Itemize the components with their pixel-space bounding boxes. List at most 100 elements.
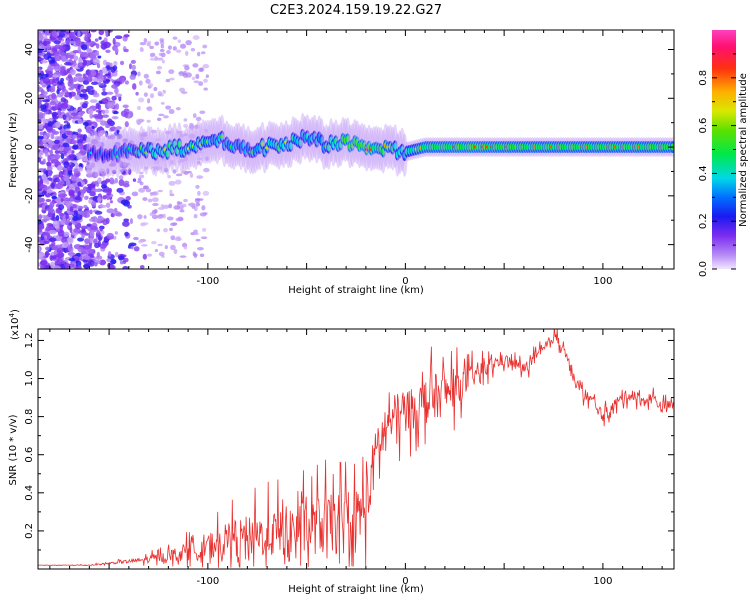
heatmap-noise-cell: [76, 153, 82, 160]
spectrogram-axes: -100 0 100 -40 -20 0 20 40: [24, 30, 674, 287]
heatmap-noise-cell: [58, 147, 64, 152]
snr-y-tick-label: 0.6: [24, 447, 35, 463]
heatmap-noise-cell: [75, 213, 83, 221]
heatmap-noise-cell: [40, 197, 45, 203]
heatmap-noise-cell: [43, 143, 48, 148]
heatmap-noise-cell: [168, 203, 173, 209]
heatmap-noise-cell: [74, 195, 82, 201]
heatmap-noise-cell: [91, 81, 99, 86]
heatmap-noise-cell: [157, 243, 163, 247]
heatmap-noise-cell: [178, 71, 184, 75]
heatmap-noise-cell: [90, 70, 97, 77]
heatmap-noise-cell: [95, 188, 102, 193]
snr-y-axis-label: SNR (10 * v/v): [8, 414, 19, 485]
heatmap-noise-cell: [195, 73, 200, 80]
colorbar-tick-label: 0.6: [698, 118, 709, 134]
heatmap-noise-cell: [154, 41, 160, 46]
heatmap-noise-cell: [132, 178, 137, 182]
heatmap-noise-cell: [49, 60, 54, 64]
heatmap-noise-cell: [129, 74, 136, 80]
heatmap-noise-cell: [39, 131, 44, 136]
heatmap-noise-cell: [202, 190, 210, 196]
heatmap-noise-cell: [84, 34, 89, 39]
heatmap-noise-cell: [88, 259, 95, 267]
heatmap-noise-cell: [99, 243, 107, 249]
colorbar-label: Normalized spectral amplitude: [738, 73, 749, 227]
heatmap-noise-cell: [53, 139, 60, 145]
snr-y-tick-label: 1.0: [24, 371, 35, 387]
heatmap-noise-cell: [64, 146, 71, 152]
heatmap-noise-cell: [97, 75, 105, 83]
heatmap-noise-cell: [165, 78, 171, 83]
heatmap-noise-cell: [120, 260, 124, 265]
heatmap-noise-cell: [44, 41, 51, 45]
heatmap-noise-cell: [68, 196, 75, 202]
heatmap-noise-cell: [158, 251, 165, 257]
heatmap-noise-cell: [152, 202, 159, 207]
heatmap-noise-cell: [77, 190, 81, 197]
heatmap-noise-cell: [181, 91, 188, 95]
heatmap-noise-cell: [64, 170, 68, 176]
heatmap-noise-cell: [146, 42, 151, 47]
heatmap-noise-cell: [172, 36, 178, 40]
heatmap-noise-cell: [99, 70, 103, 78]
heatmap-noise-cell: [193, 80, 200, 84]
heatmap-noise-cell: [120, 199, 129, 205]
spectrogram-x-tick-label: -100: [197, 276, 220, 287]
heatmap-noise-cell: [199, 212, 207, 217]
colorbar-tick-label: 0.2: [698, 213, 709, 229]
snr-scale-exponent: 4: [8, 312, 16, 317]
heatmap-noise-cell: [162, 89, 166, 94]
heatmap-noise-cell: [193, 253, 198, 259]
heatmap-noise-cell: [43, 190, 47, 195]
colorbar-tick-label: 0.4: [698, 165, 709, 181]
heatmap-noise-cell: [85, 127, 93, 134]
heatmap-noise-cell: [71, 232, 79, 236]
heatmap-noise-cell: [129, 218, 133, 225]
heatmap-noise-cell: [106, 91, 114, 95]
heatmap-noise-cell: [115, 126, 122, 130]
heatmap-noise-cell: [47, 154, 54, 161]
heatmap-noise-cell: [174, 237, 182, 242]
heatmap-noise-cell: [152, 192, 157, 196]
heatmap-noise-cell: [98, 30, 105, 36]
heatmap-noise-cell: [133, 236, 139, 241]
heatmap-noise-cell: [159, 49, 165, 52]
heatmap-noise-cell: [163, 115, 169, 119]
heatmap-noise-cell: [200, 236, 208, 240]
heatmap-noise-cell: [77, 166, 83, 172]
heatmap-noise-cell: [179, 87, 186, 93]
svg-text:(x104): (x104): [8, 309, 21, 340]
heatmap-noise-cell: [133, 246, 140, 252]
heatmap-noise-cell: [122, 220, 130, 227]
heatmap-noise-cell: [112, 65, 118, 71]
heatmap-noise-cell: [183, 245, 188, 250]
heatmap-noise-cell: [77, 210, 85, 216]
heatmap-noise-cell: [50, 261, 55, 269]
heatmap-noise-cell: [60, 102, 69, 109]
heatmap-noise-cell: [85, 80, 89, 85]
heatmap-noise-cell: [136, 180, 143, 184]
heatmap-noise-cell: [47, 212, 54, 218]
heatmap-noise-cell: [172, 169, 177, 174]
snr-scale-label: (x104): [8, 309, 21, 340]
heatmap-noise-cell: [147, 198, 153, 203]
heatmap-noise-cell: [61, 85, 66, 92]
heatmap-noise-cell: [137, 71, 141, 77]
snr-y-tick-label: 1.2: [24, 332, 35, 348]
heatmap-noise-cell: [170, 244, 176, 251]
heatmap-noise-cell: [143, 92, 149, 97]
heatmap-noise-cell: [79, 111, 84, 117]
heatmap-noise-cell: [94, 180, 99, 185]
heatmap-noise-cell: [68, 258, 76, 262]
heatmap-noise-cell: [166, 50, 171, 55]
heatmap-noise-cell: [148, 82, 154, 88]
colorbar-tick-label: 0.8: [698, 70, 709, 86]
heatmap-noise-cell: [40, 184, 45, 189]
heatmap-noise-cell: [192, 35, 200, 41]
heatmap-noise-cell: [88, 253, 94, 258]
heatmap-noise-cell: [97, 240, 101, 247]
heatmap-noise-cell: [80, 51, 84, 58]
heatmap-noise-cell: [105, 178, 111, 183]
heatmap-noise-cell: [113, 60, 118, 67]
